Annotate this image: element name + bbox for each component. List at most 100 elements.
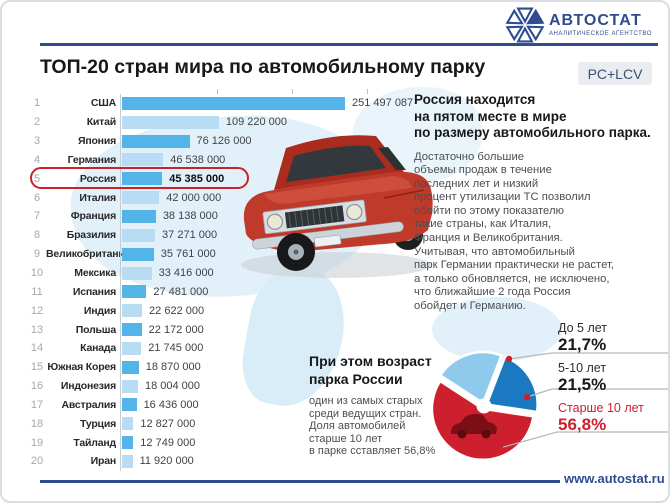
bar [122, 228, 156, 242]
pie-label: 5-10 лет 21,5% [558, 361, 668, 394]
leader-line [508, 352, 668, 360]
old-car-silhouette-icon [451, 413, 497, 439]
axis-tick [367, 89, 368, 94]
world-map-background [432, 297, 562, 362]
axis-tick [292, 89, 293, 94]
country-label: Великобритания [46, 248, 131, 261]
bar [122, 341, 142, 355]
bar-row: 3 Япония 76 126 000 [28, 131, 413, 151]
value-label: 27 481 000 [153, 285, 209, 298]
value-label: 46 538 000 [170, 153, 226, 166]
country-label: Мексика [74, 267, 116, 280]
bar [122, 96, 345, 110]
bar [122, 398, 137, 412]
bar-row: 1 США 251 497 087 [28, 94, 413, 113]
value-label: 76 126 000 [196, 135, 252, 148]
bar-row: 5 Россия 45 385 000 [28, 167, 413, 190]
axis-tick [217, 89, 218, 94]
bar-track: 109 220 000 [120, 112, 288, 132]
rank-label: 20 [30, 455, 44, 468]
value-label: 109 220 000 [225, 116, 288, 129]
country-label: Индия [83, 304, 116, 317]
country-label: Тайланд [73, 436, 116, 449]
logo-wordmark: АВТОСТАТ [549, 12, 642, 29]
red-car-image [241, 135, 433, 278]
bar [122, 454, 133, 468]
rank-label: 6 [33, 191, 41, 204]
bar-track: 18 004 000 [120, 376, 200, 396]
value-label: 16 436 000 [143, 398, 199, 411]
value-label: 42 000 000 [166, 191, 222, 204]
bar-track: 12 749 000 [120, 433, 195, 453]
rank-label: 2 [33, 116, 41, 129]
website-link[interactable]: www.autostat.ru [564, 471, 665, 486]
bar-track: 37 271 000 [120, 225, 217, 245]
country-label: Франция [70, 210, 116, 223]
leader-dot [496, 444, 504, 452]
bar-track: 42 000 000 [120, 188, 222, 208]
pie-label-text: До 5 лет [558, 321, 608, 335]
bar-track: 22 172 000 [120, 320, 204, 339]
value-label: 45 385 000 [169, 172, 225, 185]
bar-row: 17 Австралия 16 436 000 [28, 395, 413, 415]
footer-rule [40, 480, 560, 483]
bar [122, 436, 134, 450]
bar-track: 12 827 000 [120, 414, 195, 434]
country-label: Италия [79, 191, 116, 204]
rank-label: 8 [33, 229, 41, 242]
country-label: Канада [80, 342, 116, 355]
page-title: ТОП-20 стран мира по автомобильному парк… [40, 56, 486, 78]
pie-label: Старше 10 лет 56,8% [558, 401, 668, 434]
bar-track: 16 436 000 [120, 395, 199, 415]
bar-track: 251 497 087 [120, 94, 413, 113]
rank-label: 3 [33, 135, 41, 148]
rank-label: 15 [30, 361, 44, 374]
age-note-body: один из самых старых среди ведущих стран… [309, 395, 436, 458]
bar-row: 19 Тайланд 12 749 000 [28, 433, 413, 453]
pie-chart [430, 350, 668, 462]
pie-label-percent: 56,8% [558, 415, 607, 434]
bar-track: 11 920 000 [120, 452, 194, 471]
bar [122, 417, 134, 431]
bar-row: 8 Бразилия 37 271 000 [28, 225, 413, 245]
bar [122, 209, 156, 223]
rank-label: 4 [33, 153, 41, 166]
header-rule [40, 43, 658, 46]
rank-label: 1 [33, 97, 41, 110]
bar-row: 10 Мексика 33 416 000 [28, 263, 413, 283]
country-label: Индонезия [60, 380, 116, 393]
rank-label: 9 [33, 248, 41, 261]
bar-row: 13 Польша 22 172 000 [28, 320, 413, 339]
country-label: Китай [86, 116, 117, 129]
pie-slice [439, 350, 503, 405]
bar-track: 27 481 000 [120, 282, 209, 302]
value-label: 21 745 000 [148, 342, 204, 355]
logo-tagline: АНАЛИТИЧЕСКОЕ АГЕНТСТВО [549, 31, 652, 37]
pie-center-hole [476, 398, 492, 414]
bar-row: 12 Индия 22 622 000 [28, 301, 413, 321]
side-note: Россия находится на пятом месте в мире п… [414, 92, 666, 314]
bar [122, 304, 143, 318]
bar-track: 35 761 000 [120, 244, 216, 264]
bar-row: 16 Индонезия 18 004 000 [28, 376, 413, 396]
value-label: 22 172 000 [148, 323, 204, 336]
bar [122, 115, 219, 129]
rank-label: 5 [33, 172, 41, 185]
value-label: 22 622 000 [149, 304, 205, 317]
bar-row: 2 Китай 109 220 000 [28, 112, 413, 132]
rank-label: 7 [33, 210, 41, 223]
bar [122, 285, 147, 299]
rank-label: 18 [30, 417, 44, 430]
bar-track: 38 138 000 [120, 207, 218, 226]
vehicle-type-badge: PC+LCV [578, 62, 652, 85]
bar [122, 323, 142, 337]
rank-label: 11 [31, 285, 43, 298]
country-label: Австралия [61, 398, 117, 411]
bar [122, 134, 190, 148]
bar-row: 4 Германия 46 538 000 [28, 150, 413, 170]
country-label: Иран [90, 455, 117, 468]
rank-label: 16 [30, 380, 44, 393]
country-label: Россия [79, 172, 116, 185]
country-label: США [90, 97, 116, 110]
